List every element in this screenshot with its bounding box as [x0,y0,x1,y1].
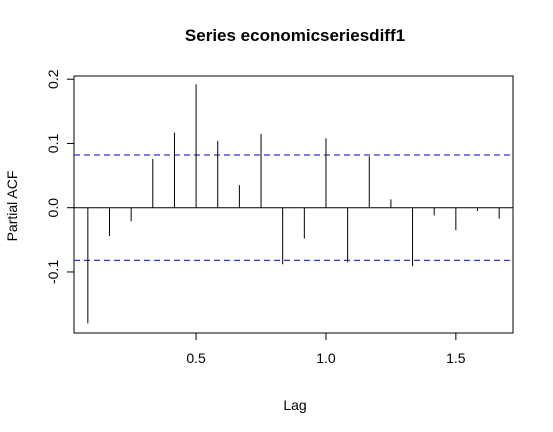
x-axis-label: Lag [283,397,306,413]
x-tick-label: 1.0 [316,350,336,366]
x-tick-label: 0.5 [186,350,206,366]
pacf-bars [87,84,500,324]
y-axis-label: Partial ACF [4,171,20,242]
plot-frame [73,75,514,334]
x-axis: 0.5 1.0 1.5 [186,332,466,366]
y-tick-label: 0.0 [45,198,61,218]
y-tick-label: 0.2 [45,69,61,89]
x-tick-label: 1.5 [446,350,466,366]
chart-title: Series economicseriesdiff1 [185,26,405,45]
y-tick-label: 0.1 [45,134,61,154]
confidence-bounds [74,154,513,261]
y-tick-label: -0.1 [45,260,61,284]
y-axis: -0.1 0.0 0.1 0.2 [45,69,75,284]
